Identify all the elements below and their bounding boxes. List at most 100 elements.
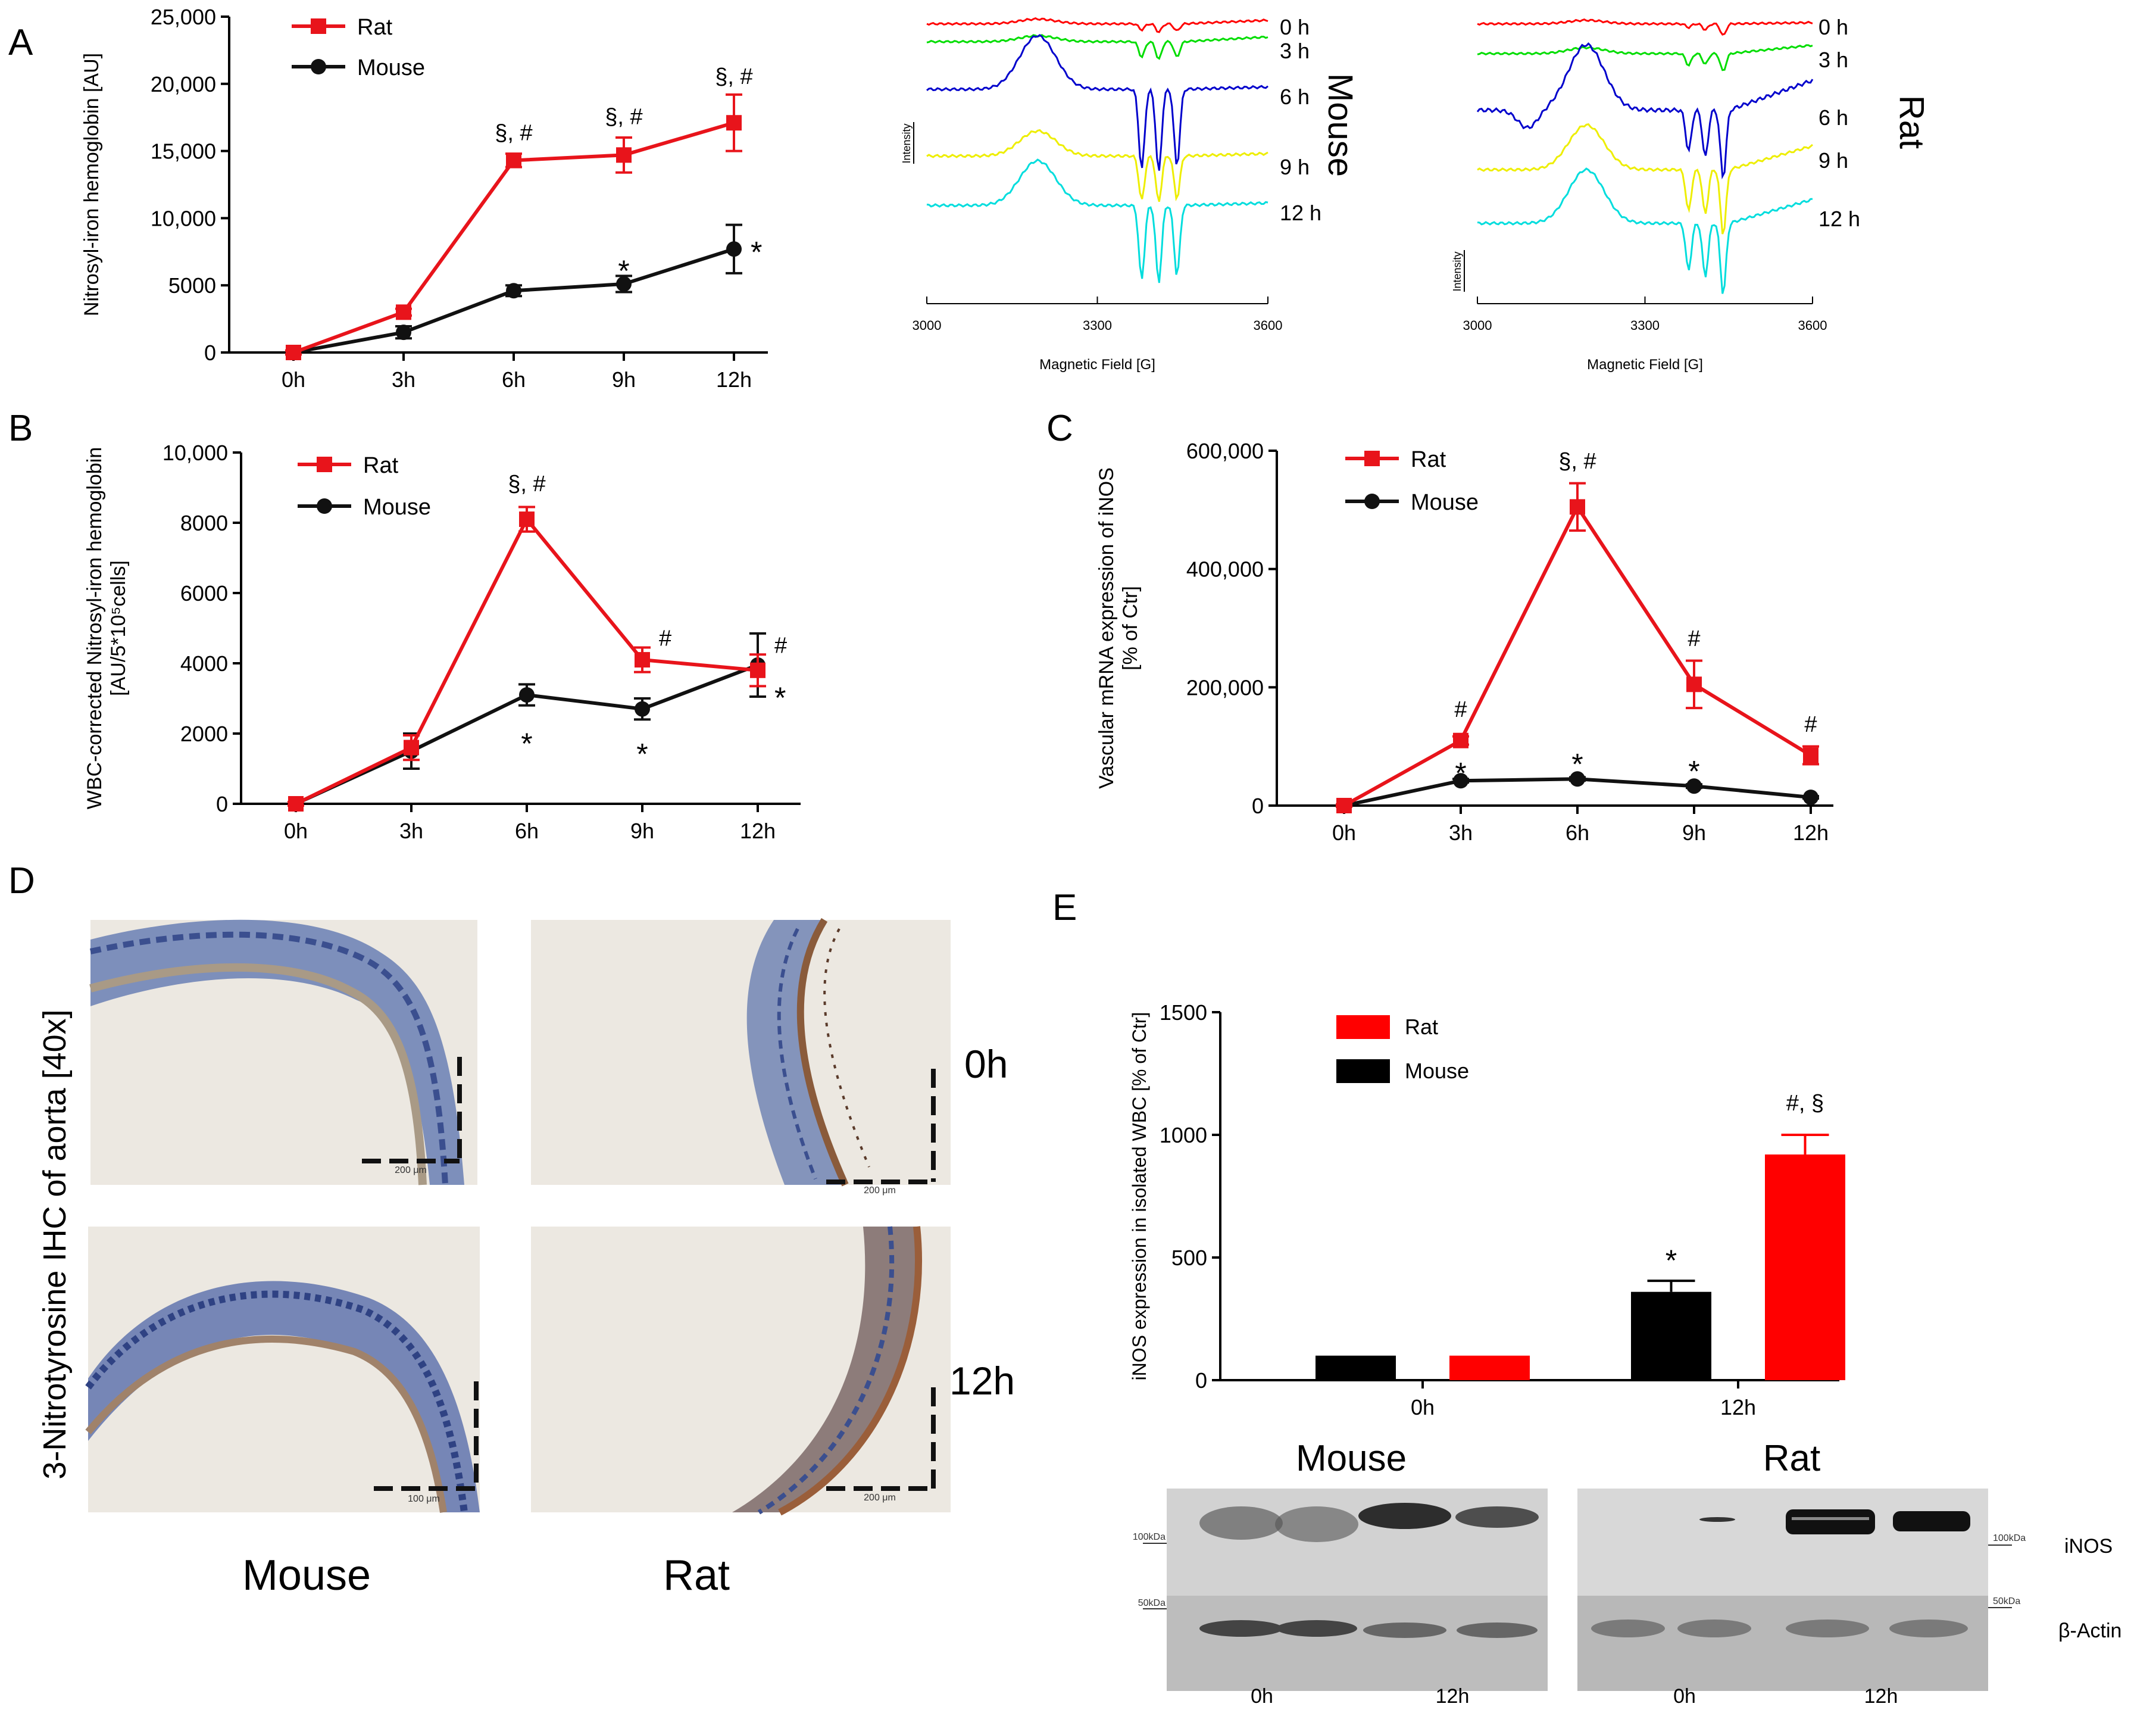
marker-C-mouse-2 [1570, 771, 1585, 787]
marker-B-rat-0 [288, 796, 304, 812]
legend-label-B-rat: Rat [363, 453, 399, 478]
marker-A-rat-1 [396, 304, 411, 320]
ihc-col-label-mouse: Mouse [242, 1552, 371, 1599]
x-tick-label-B-3: 9h [630, 819, 654, 843]
marker-A-mouse-1 [396, 324, 411, 341]
annotation-B-1: # [659, 626, 671, 651]
legend-label-E-rat: Rat [1405, 1015, 1438, 1039]
x-tick-label-B-2: 6h [515, 819, 539, 843]
scale-label-mouse-12h: 100 μm [408, 1494, 440, 1504]
ihc-row-label-12h: 12h [949, 1359, 1015, 1403]
annotation-B-5: * [774, 681, 786, 714]
y-tick-label-B-0: 0 [216, 792, 228, 816]
blot-membrane-rat: 100kDa 50kDa [1577, 1489, 2026, 1691]
spectrum-EPR-Mouse-0h [926, 17, 1268, 33]
annotation-C-1: §, # [1558, 449, 1596, 474]
spectrum-EPR-Rat-6h [1476, 42, 1814, 180]
y-axis-label-A-0: Nitrosyl-iron hemoglobin [AU] [80, 53, 103, 316]
marker-A-rat-2 [506, 152, 521, 169]
y-tick-label-C-2: 400,000 [1186, 557, 1264, 582]
blot-band-actin: β-Actin [2058, 1620, 2121, 1642]
blot-time-mouse-0h: 0h [1251, 1685, 1273, 1708]
x-tick-label-B-4: 12h [740, 819, 776, 843]
annotation-B-3: * [521, 727, 532, 760]
ihc-mouse-12h: 100 μm [85, 1227, 480, 1513]
x-tick-label-A-0: 0h [282, 367, 305, 392]
bar-E-mouse-0h [1316, 1355, 1396, 1380]
chart-b-wbc-corrected: 0 2000 4000 6000 8000 10,000 0h 3h 6h 9h 12h WBC-co… [83, 441, 801, 843]
y-tick-label-E-1: 500 [1171, 1246, 1207, 1270]
blot-membrane-mouse: 100kDa 50kDa [1133, 1489, 1548, 1691]
x-tick-label-EPR-Rat-1: 3300 [1630, 318, 1660, 333]
annotation-C-2: # [1688, 626, 1700, 651]
x-axis-label-EPR-Mouse: Magnetic Field [G] [1039, 357, 1155, 373]
blot-marker-100-right: 100kDa [1993, 1533, 2026, 1543]
y-tick-label-A-1: 5000 [168, 273, 216, 298]
legend-marker-A-rat [311, 18, 326, 34]
x-tick-label-A-4: 12h [716, 367, 752, 392]
y-tick-label-A-2: 10,000 [151, 206, 216, 230]
ihc-rat-12h: 200 μm [531, 1226, 951, 1516]
chart-c-vascular-inos: 0 200,000 400,000 600,000 0h 3h 6h 9h 12h Vascula… [1095, 439, 1833, 845]
annotation-B-0: §, # [508, 472, 545, 497]
spectrum-EPR-Mouse-3h [926, 34, 1268, 60]
blot-time-mouse-12h: 12h [1436, 1685, 1470, 1708]
marker-C-mouse-3 [1686, 778, 1702, 794]
blot-time-rat-12h: 12h [1864, 1685, 1898, 1708]
spectrum-EPR-Mouse-9h [926, 129, 1268, 202]
blot-marker-50-left: 50kDa [1138, 1598, 1166, 1608]
x-tick-label-EPR-Rat-2: 3600 [1798, 318, 1827, 333]
marker-A-mouse-3 [616, 276, 632, 292]
blot-title-rat: Rat [1763, 1438, 1820, 1479]
epr-spectra-rat: 3000 3300 3600 Magnetic Field [G] Rat Intensi… [1451, 15, 1931, 373]
marker-B-mouse-3 [635, 701, 650, 717]
marker-A-mouse-4 [726, 241, 742, 257]
legend-marker-B-mouse [317, 498, 332, 514]
spectrum-EPR-Rat-12h [1477, 167, 1813, 294]
marker-C-mouse-1 [1453, 773, 1468, 789]
x-tick-label-EPR-Mouse-1: 3300 [1083, 318, 1112, 333]
marker-A-rat-0 [286, 345, 301, 360]
annotation-E-0: * [1666, 1244, 1677, 1277]
spectrum-label-EPR-Mouse-9h: 9 h [1280, 155, 1310, 179]
marker-B-rat-3 [635, 652, 650, 668]
spectrum-EPR-Rat-9h [1477, 123, 1813, 235]
spectrum-EPR-Mouse-12h [926, 158, 1268, 283]
y-tick-label-B-2: 4000 [180, 651, 228, 676]
panel-letter-a: A [8, 22, 33, 63]
intensity-label-EPR-Mouse: Intensity [901, 123, 913, 163]
epr-title-EPR-Mouse: Mouse [1321, 73, 1360, 177]
x-tick-label-C-0: 0h [1332, 820, 1356, 845]
legend-marker-C-mouse [1364, 494, 1380, 509]
chart-e-wbc-inos: 0 500 1000 1500 iNOS expression in isolated … [1129, 1000, 1845, 1419]
marker-C-rat-3 [1686, 676, 1702, 692]
y-tick-label-E-2: 1000 [1160, 1123, 1207, 1147]
marker-A-rat-3 [616, 147, 632, 163]
y-tick-label-E-0: 0 [1195, 1368, 1207, 1393]
intensity-label-EPR-Rat: Intensity [1451, 251, 1463, 291]
panel-letter-c: C [1046, 408, 1073, 449]
annotation-C-3: # [1804, 712, 1817, 737]
x-tick-label-EPR-Mouse-2: 3600 [1254, 318, 1283, 333]
ihc-rat-0h: 200 μm [531, 918, 951, 1196]
marker-B-rat-2 [519, 511, 535, 528]
legend-marker-A-mouse [311, 59, 326, 74]
y-tick-label-C-3: 600,000 [1186, 439, 1264, 463]
annotation-C-5: * [1571, 748, 1583, 781]
y-tick-label-A-5: 25,000 [151, 5, 216, 29]
y-axis-label-E: iNOS expression in isolated WBC [% of Ct… [1129, 1012, 1150, 1381]
x-tick-label-EPR-Rat-0: 3000 [1463, 318, 1492, 333]
y-axis-label-B-1: [AU/5*10⁵cells] [107, 560, 130, 696]
marker-B-rat-4 [750, 662, 765, 678]
x-tick-label-E-1: 12h [1720, 1395, 1756, 1419]
x-tick-label-A-3: 9h [612, 367, 636, 392]
spectrum-label-EPR-Rat-9h: 9 h [1818, 148, 1848, 173]
legend-marker-B-rat [317, 457, 332, 472]
x-tick-label-B-0: 0h [284, 819, 308, 843]
x-tick-label-C-2: 6h [1566, 820, 1589, 845]
panel-d-histology: 3-Nitrotyrosine IHC of aorta [40x] 200 μ… [37, 918, 1015, 1599]
chart-a-nitrosyl-iron: 0 5000 10,000 15,000 20,000 25,000 0h 3h 6h 9h 12h… [80, 5, 768, 392]
legend-marker-C-rat [1364, 451, 1380, 466]
epr-spectra-mouse: 3000 3300 3600 Magnetic Field [G] Mouse Inten… [901, 15, 1360, 373]
